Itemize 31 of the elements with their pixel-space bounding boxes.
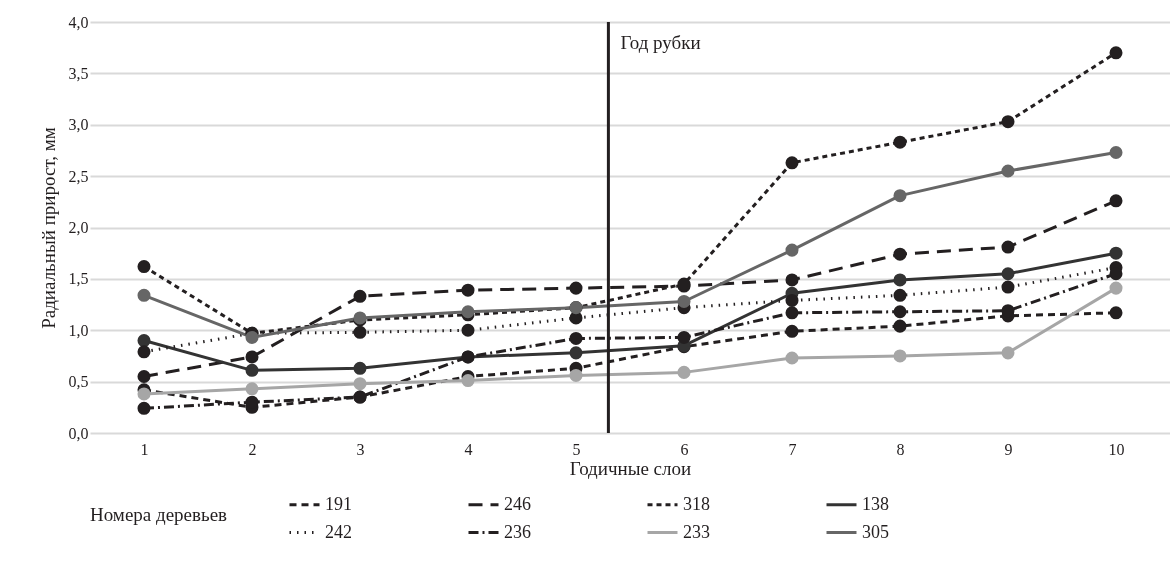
x-tick-label: 3 — [356, 440, 365, 458]
x-tick-label: 1 — [140, 440, 149, 458]
x-tick-label: 2 — [248, 440, 257, 458]
x-tick-label: 7 — [788, 440, 797, 458]
y-tick-label: 1,0 — [68, 321, 89, 339]
x-axis-title: Годичные слои — [569, 457, 692, 479]
legend-label: 233 — [683, 521, 710, 542]
y-axis-title: Радиальный прирост, мм — [37, 127, 59, 329]
x-tick-label: 8 — [896, 440, 905, 458]
y-tick-label: 3,5 — [68, 64, 89, 82]
legend-label: 236 — [504, 521, 531, 542]
y-tick-label: 0,5 — [68, 373, 89, 391]
legend-label: 318 — [683, 493, 710, 514]
y-tick-label: 0,0 — [68, 424, 89, 442]
x-tick-label: 5 — [572, 440, 581, 458]
x-tick-label: 4 — [464, 440, 473, 458]
legend-label: 191 — [325, 493, 352, 514]
x-tick-label: 6 — [680, 440, 689, 458]
y-tick-label: 4,0 — [68, 13, 89, 31]
ref-line-label: Год рубки — [620, 32, 701, 53]
y-tick-label: 2,0 — [68, 219, 89, 236]
y-tick-label: 3,0 — [68, 116, 89, 134]
legend-label: 246 — [504, 493, 531, 514]
x-tick-label: 10 — [1108, 440, 1125, 458]
y-tick-label: 2,5 — [68, 167, 89, 185]
legend-label: 138 — [862, 493, 889, 514]
y-tick-label: 1,5 — [68, 270, 89, 288]
legend-label: 305 — [862, 521, 889, 542]
x-tick-label: 9 — [1004, 440, 1013, 458]
legend-title: Номера деревьев — [90, 504, 228, 525]
legend-label: 242 — [325, 521, 352, 542]
